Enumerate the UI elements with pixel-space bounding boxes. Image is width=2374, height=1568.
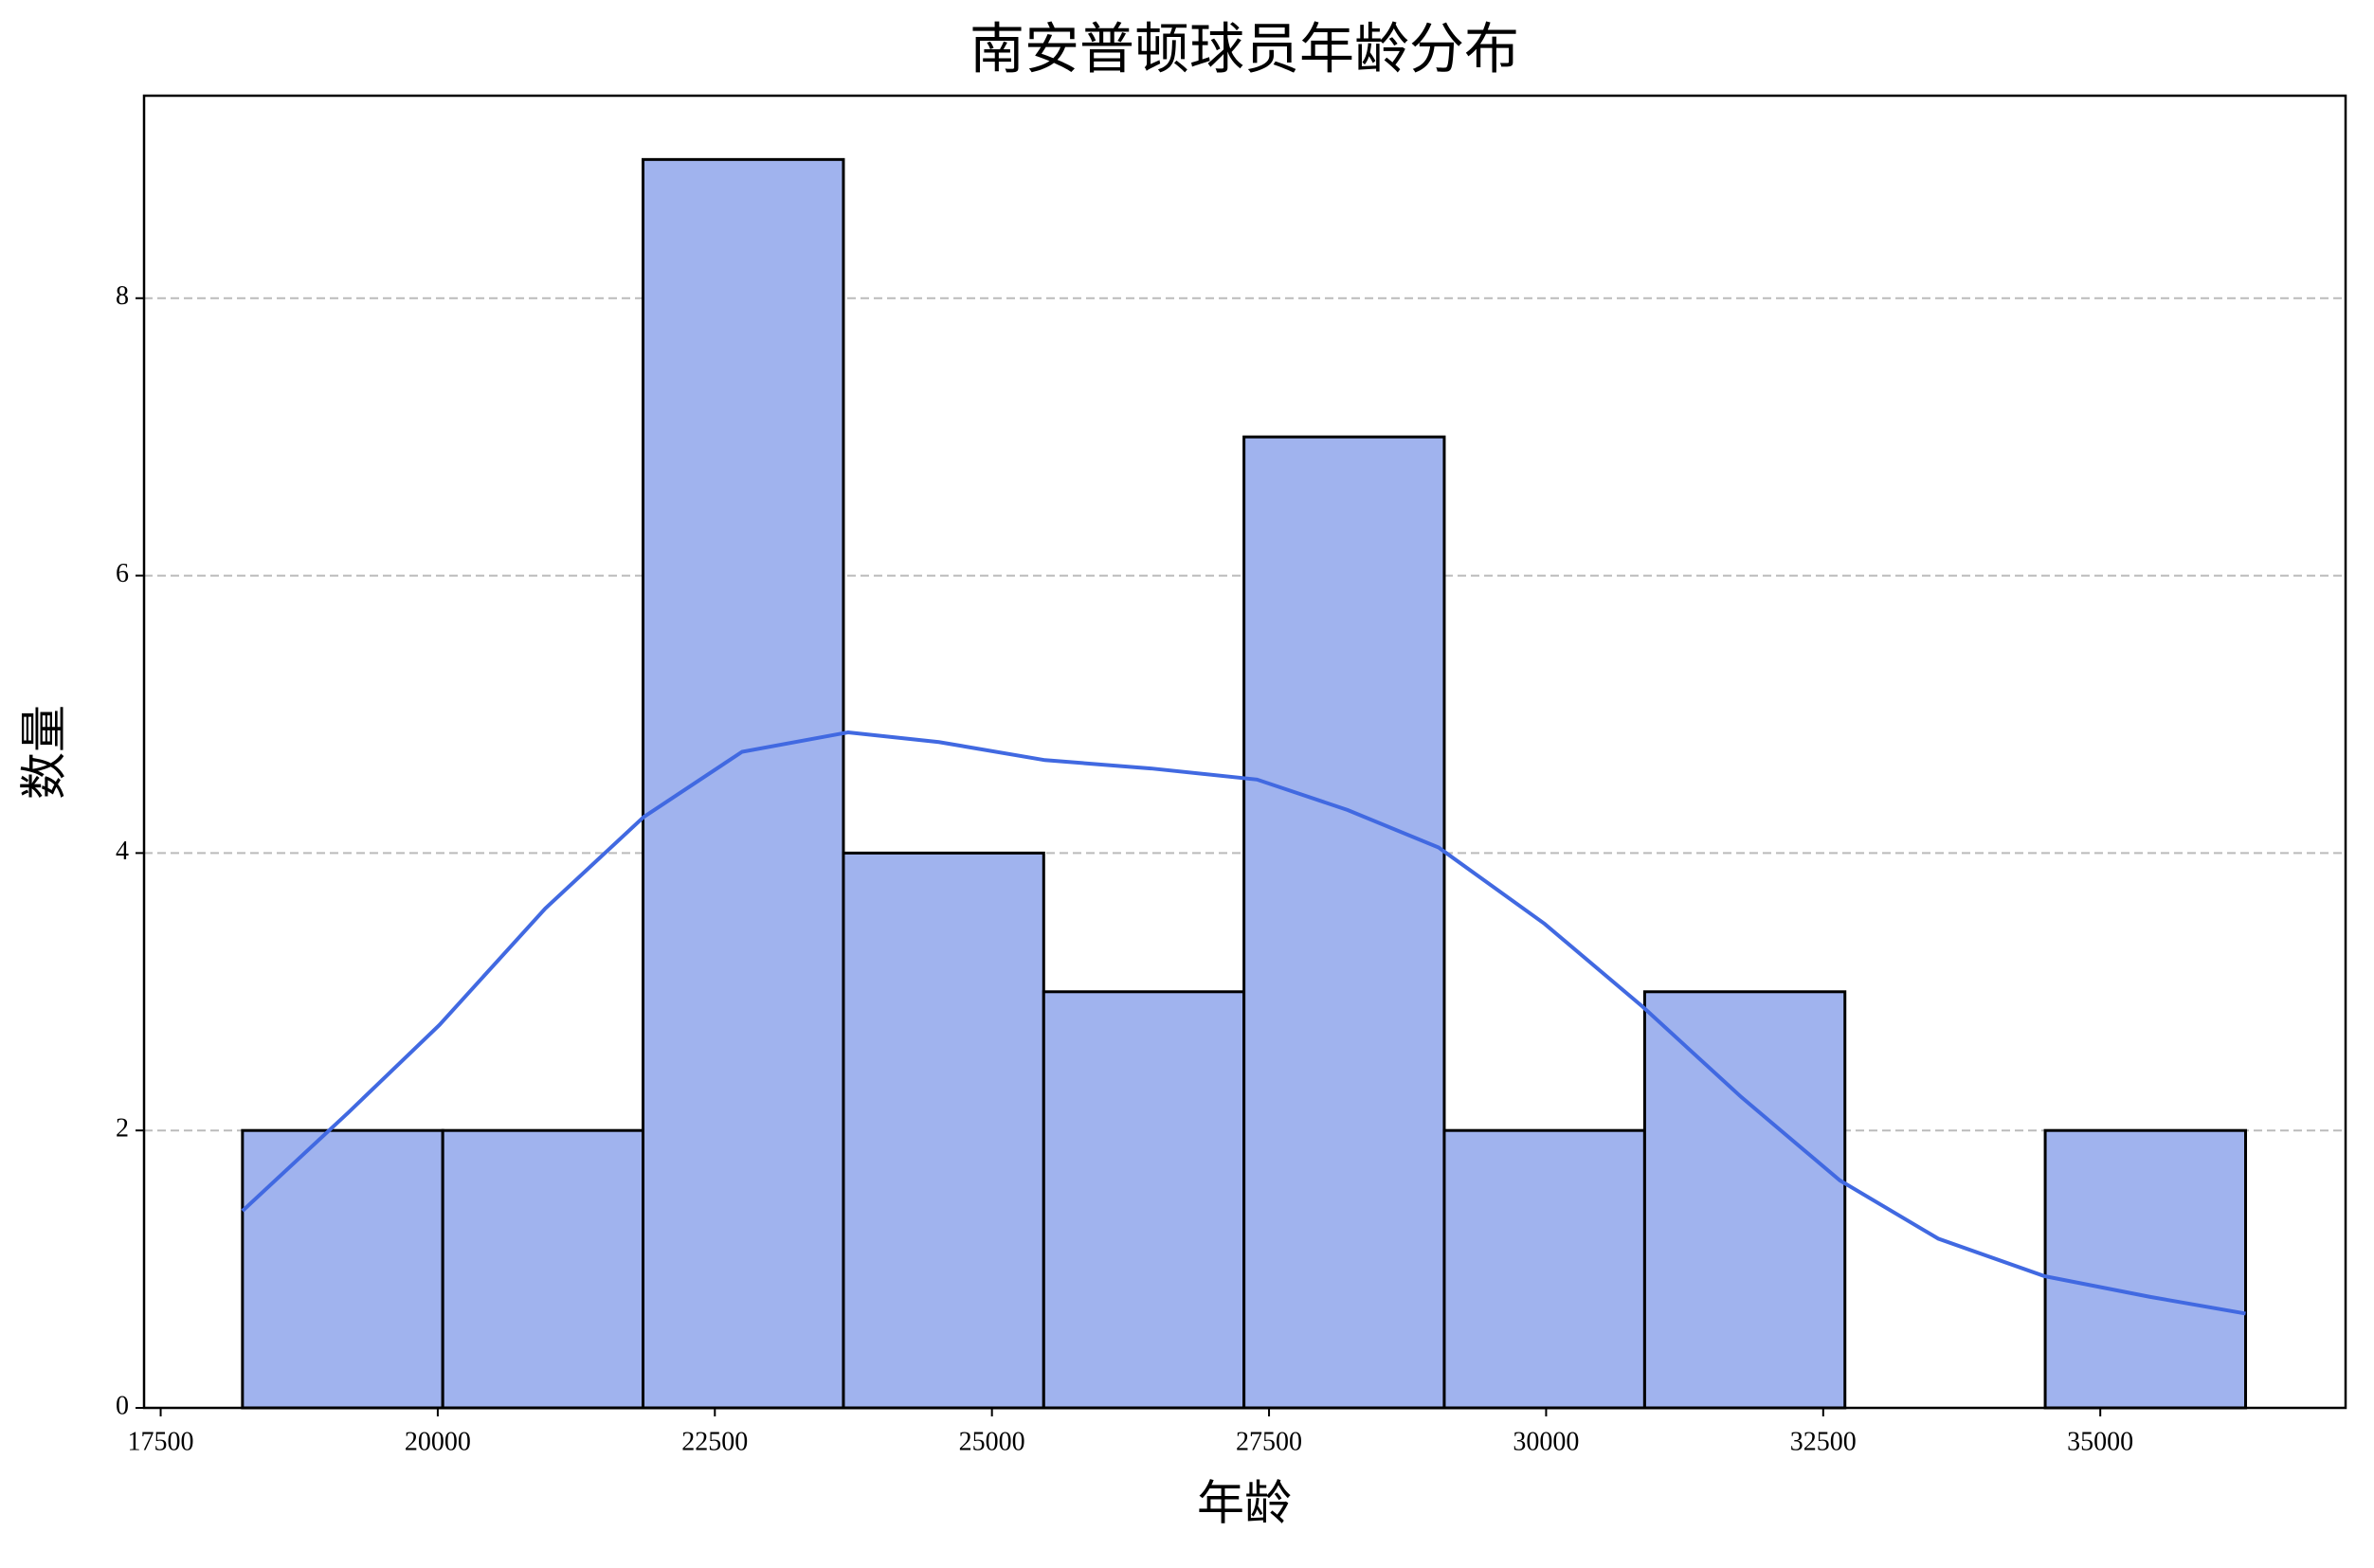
y-tick-label: 2 — [116, 1114, 129, 1144]
bar — [1042, 990, 1246, 1410]
bar — [1642, 990, 1847, 1410]
x-tick-label: 25000 — [959, 1427, 1025, 1456]
x-tick-label: 32500 — [1790, 1427, 1857, 1456]
y-axis-label: 数量 — [17, 705, 70, 800]
plot-frame — [142, 94, 2347, 1410]
x-tick-label: 17500 — [128, 1427, 194, 1456]
x-tick-label: 20000 — [405, 1427, 471, 1456]
bar — [441, 1128, 645, 1410]
y-tick-label: 4 — [116, 837, 129, 866]
x-tick-label: 22500 — [681, 1427, 748, 1456]
bar — [241, 1128, 444, 1410]
x-tick-label: 35000 — [2067, 1427, 2133, 1456]
bar — [842, 851, 1045, 1410]
bar — [1442, 1128, 1646, 1410]
bar — [1242, 435, 1446, 1410]
x-axis-label: 年龄 — [1197, 1476, 1292, 1529]
bar — [2043, 1128, 2248, 1410]
y-tick-label: 8 — [116, 281, 129, 311]
y-tick-label: 0 — [116, 1391, 129, 1420]
bar — [642, 157, 845, 1410]
chart-title: 南安普顿球员年龄分布 — [970, 18, 1519, 80]
x-tick-label: 30000 — [1513, 1427, 1579, 1456]
x-tick-label: 27500 — [1236, 1427, 1302, 1456]
y-tick-label: 6 — [116, 559, 129, 588]
kde-line — [241, 730, 2246, 1316]
